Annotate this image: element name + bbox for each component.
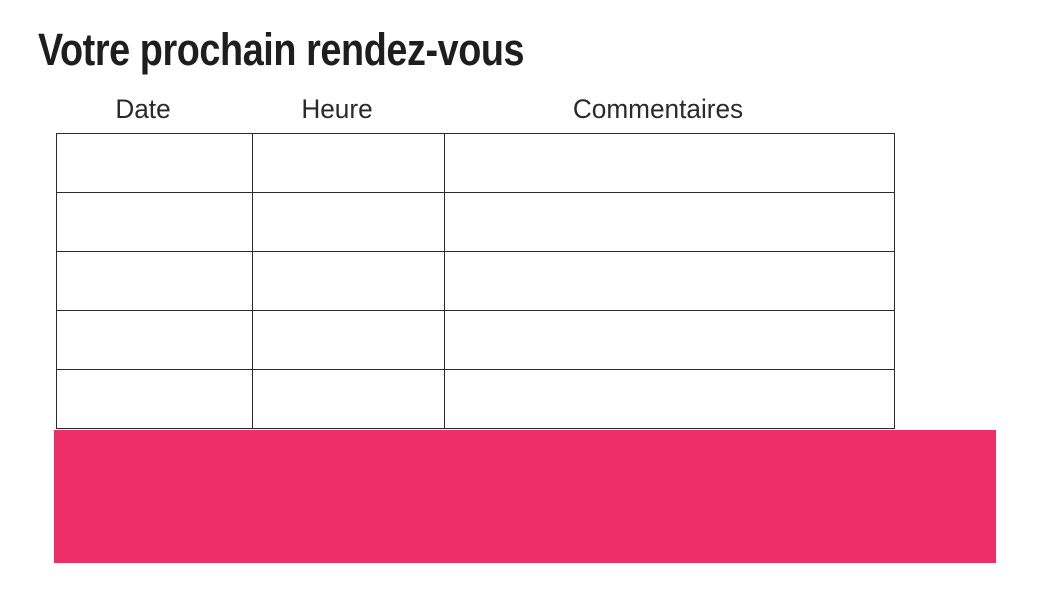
table-cell [444,310,895,370]
table-cell [444,251,895,311]
column-header-commentaires: Commentaires [572,94,744,124]
column-header-date: Date [115,94,171,124]
table-row [56,251,895,311]
table-cell [56,192,253,252]
table-cell [56,369,253,429]
bottom-accent-banner [54,430,996,563]
table-cell [444,192,895,252]
table-cell [252,369,445,429]
page-title: Votre prochain rendez-vous [38,24,525,75]
table-row [56,192,895,252]
table-cell [252,251,445,311]
table-row [56,133,895,193]
table-column-headers: Date Heure Commentaires [45,93,883,125]
table-cell [56,251,253,311]
table-cell [252,192,445,252]
appointments-table-body [56,133,895,429]
table-cell [444,133,895,193]
table-cell [252,310,445,370]
table-cell [444,369,895,429]
table-cell [56,310,253,370]
table-cell [56,133,253,193]
appointments-table [56,133,895,429]
table-cell [252,133,445,193]
column-header-heure: Heure [301,94,373,124]
table-row [56,310,895,370]
table-row [56,369,895,429]
